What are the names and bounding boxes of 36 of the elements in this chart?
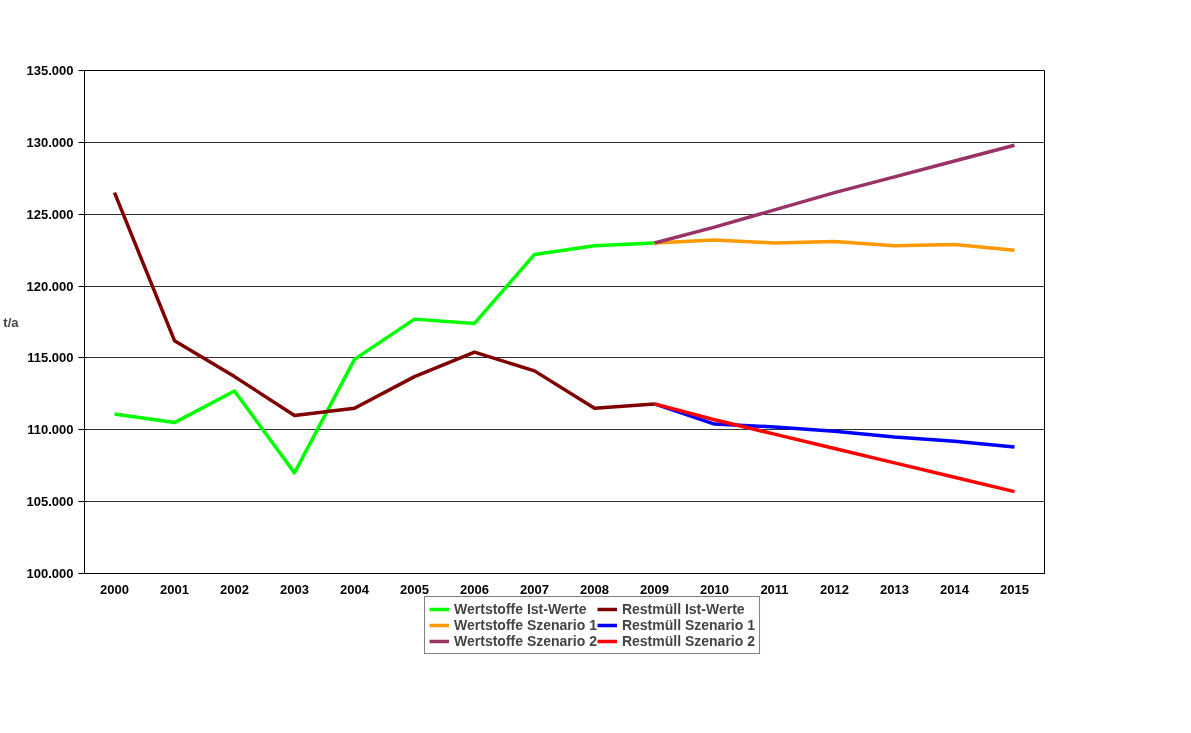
y-tick-label: 120.000 [26,278,74,294]
legend-label: Wertstoffe Szenario 1 [454,617,597,633]
x-tick-label: 2000 [100,581,129,597]
x-tick-label: 2011 [760,581,789,597]
line-series [652,238,1017,252]
x-tick-label: 2006 [460,581,489,597]
x-tick-label: 2010 [700,581,729,597]
line-series [652,143,1017,245]
x-tick-label: 2012 [820,581,849,597]
x-tick-label: 2009 [640,581,669,597]
y-tick-label: 130.000 [26,134,74,150]
x-tick-label: 2007 [520,581,549,597]
x-tick-label: 2004 [340,581,370,597]
x-tick-label: 2003 [280,581,309,597]
legend-label: Restmüll Szenario 1 [621,617,755,633]
y-axis-title: t/a [3,314,20,330]
x-tick-label: 2001 [160,581,189,597]
x-tick-label: 2015 [1000,581,1029,597]
legend-label: Restmüll Szenario 2 [621,633,755,649]
legend-label: Wertstoffe Szenario 2 [454,633,597,649]
y-tick-label: 135.000 [26,63,74,78]
legend-label: Restmüll Ist-Werte [621,601,745,617]
y-tick-label: 115.000 [27,350,74,366]
line-series [112,190,657,418]
line-series [652,402,1017,494]
x-tick-label: 2002 [220,581,249,597]
x-tick-label: 2014 [940,581,970,597]
legend-label: Wertstoffe Ist-Werte [454,601,587,617]
line-series [112,241,657,475]
y-tick-label: 125.000 [26,206,74,222]
y-tick-label: 105.000 [26,494,74,510]
y-tick-label: 110.000 [27,422,74,438]
x-tick-label: 2008 [580,581,609,597]
y-tick-label: 100.000 [26,566,74,581]
x-tick-label: 2013 [880,581,909,597]
x-tick-label: 2005 [400,581,429,597]
